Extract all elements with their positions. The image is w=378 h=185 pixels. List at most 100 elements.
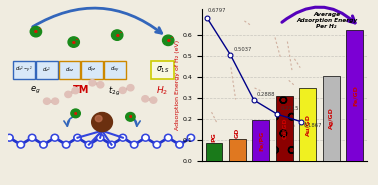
FancyBboxPatch shape — [81, 61, 103, 79]
FancyBboxPatch shape — [151, 61, 174, 79]
Circle shape — [30, 136, 34, 140]
Circle shape — [43, 98, 50, 104]
Circle shape — [30, 26, 42, 37]
Circle shape — [17, 141, 25, 148]
Circle shape — [121, 136, 125, 140]
Bar — [276, 96, 293, 161]
Circle shape — [53, 136, 57, 140]
Circle shape — [76, 136, 80, 140]
Text: -: - — [119, 30, 122, 35]
Circle shape — [96, 134, 104, 141]
Circle shape — [119, 87, 126, 93]
Circle shape — [110, 143, 114, 147]
Text: e: e — [166, 38, 170, 43]
Circle shape — [142, 96, 149, 102]
Circle shape — [6, 134, 13, 141]
Text: e: e — [115, 33, 119, 38]
FancyBboxPatch shape — [59, 61, 80, 79]
Text: TM: TM — [73, 85, 89, 95]
Text: -: - — [78, 109, 79, 113]
Bar — [253, 120, 270, 161]
Circle shape — [19, 143, 23, 147]
Circle shape — [71, 109, 80, 118]
Text: Average
Adsorption Energy
Per H₂: Average Adsorption Energy Per H₂ — [296, 12, 357, 29]
FancyBboxPatch shape — [104, 61, 125, 79]
Circle shape — [95, 115, 102, 122]
Bar — [229, 139, 246, 161]
Circle shape — [92, 112, 113, 132]
Circle shape — [65, 91, 71, 97]
Text: $e_g$: $e_g$ — [29, 85, 40, 96]
Text: 0.5037: 0.5037 — [233, 47, 252, 52]
Circle shape — [166, 136, 170, 140]
Text: $\sigma_{1S}$: $\sigma_{1S}$ — [156, 65, 169, 75]
Text: GD: GD — [235, 127, 240, 138]
Circle shape — [132, 143, 136, 147]
Circle shape — [187, 134, 195, 141]
Circle shape — [119, 134, 127, 141]
Circle shape — [52, 98, 59, 104]
Bar — [347, 30, 363, 161]
FancyBboxPatch shape — [36, 61, 57, 79]
Text: 0.2888: 0.2888 — [257, 92, 275, 97]
Text: -: - — [133, 113, 134, 117]
Circle shape — [87, 143, 91, 147]
Circle shape — [74, 134, 81, 141]
Text: PG: PG — [211, 132, 217, 142]
Text: $d_{z^2}$: $d_{z^2}$ — [42, 65, 51, 74]
Circle shape — [97, 82, 104, 88]
Circle shape — [108, 141, 115, 148]
Circle shape — [153, 141, 161, 148]
Circle shape — [98, 136, 102, 140]
FancyBboxPatch shape — [13, 61, 35, 79]
Circle shape — [164, 134, 172, 141]
Circle shape — [189, 136, 193, 140]
Circle shape — [178, 143, 182, 147]
Circle shape — [51, 134, 59, 141]
Circle shape — [163, 35, 174, 46]
Y-axis label: Adsorption Energy of H₂ (eV): Adsorption Energy of H₂ (eV) — [175, 40, 180, 130]
Circle shape — [72, 88, 79, 94]
Text: -: - — [76, 37, 78, 42]
Circle shape — [125, 112, 135, 121]
Circle shape — [40, 141, 47, 148]
Circle shape — [89, 80, 96, 86]
Circle shape — [42, 143, 46, 147]
Text: Fe/GD: Fe/GD — [352, 85, 358, 106]
Text: 0.6797: 0.6797 — [208, 9, 226, 14]
Text: Cu/GD: Cu/GD — [282, 117, 287, 139]
Text: $H_2$: $H_2$ — [156, 85, 169, 97]
Text: $t_{2g}$: $t_{2g}$ — [108, 85, 121, 98]
Text: $d_{x^2-y^2}$: $d_{x^2-y^2}$ — [15, 65, 33, 75]
Circle shape — [143, 136, 147, 140]
Bar — [206, 143, 222, 161]
Text: Au/GD: Au/GD — [305, 114, 310, 136]
Text: e: e — [34, 29, 38, 34]
Text: -: - — [170, 35, 173, 40]
Text: 0.2215: 0.2215 — [280, 107, 299, 112]
Circle shape — [64, 143, 68, 147]
Text: $d_{xz}$: $d_{xz}$ — [65, 65, 74, 74]
Text: $d_{yz}$: $d_{yz}$ — [87, 65, 97, 75]
Text: e: e — [129, 114, 132, 119]
Text: $d_{xy}$: $d_{xy}$ — [110, 65, 120, 75]
Circle shape — [142, 134, 149, 141]
Bar — [299, 88, 316, 161]
Circle shape — [130, 141, 138, 148]
Bar — [323, 76, 340, 161]
Circle shape — [85, 141, 93, 148]
Circle shape — [150, 97, 157, 103]
Text: e: e — [74, 111, 77, 116]
Circle shape — [62, 141, 70, 148]
Text: Ag/GD: Ag/GD — [329, 107, 334, 129]
Text: 0.1867: 0.1867 — [304, 123, 322, 128]
Circle shape — [127, 85, 134, 91]
Circle shape — [155, 143, 159, 147]
Circle shape — [112, 30, 123, 40]
Text: -: - — [38, 26, 40, 31]
Circle shape — [8, 136, 12, 140]
Text: e: e — [72, 40, 76, 45]
Circle shape — [68, 37, 79, 47]
Circle shape — [176, 141, 183, 148]
Text: Fe/PG: Fe/PG — [259, 130, 263, 151]
